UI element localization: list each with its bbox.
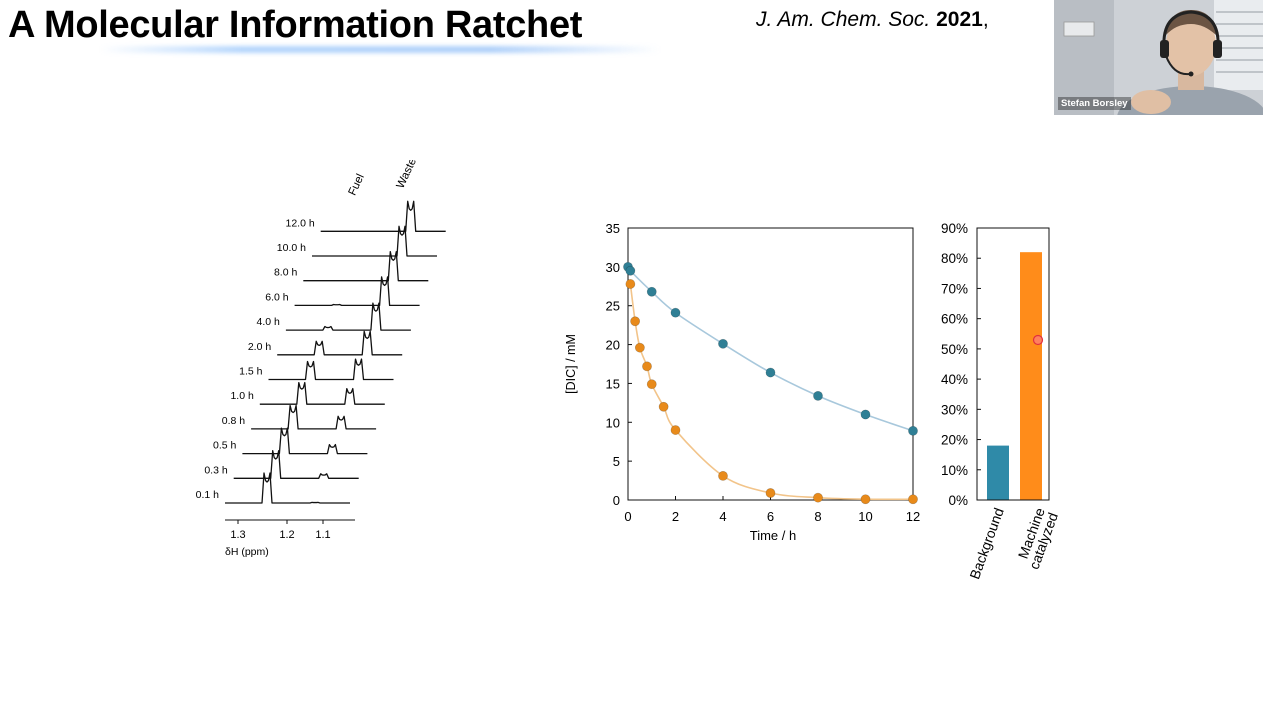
- bar-y-tick-label: 20%: [941, 433, 968, 448]
- slide-title: A Molecular Information Ratchet: [8, 4, 583, 46]
- decay-point-1: [646, 379, 657, 390]
- bar-0: [987, 445, 1009, 500]
- nmr-trace: [268, 358, 394, 381]
- decay-y-tick-label: 30: [606, 260, 620, 275]
- citation-journal: J. Am. Chem. Soc.: [756, 8, 931, 31]
- nmr-trace: [320, 200, 446, 232]
- decay-y-tick-label: 15: [606, 376, 620, 391]
- nmr-trace-label: 8.0 h: [274, 267, 298, 279]
- bar-y-tick-label: 0%: [948, 493, 968, 508]
- nmr-peak-label-fuel: Fuel: [347, 172, 367, 197]
- decay-point-0: [908, 425, 918, 436]
- decay-y-tick-label: 20: [606, 338, 620, 353]
- nmr-trace-label: 6.0 h: [265, 291, 289, 303]
- decay-x-tick-label: 4: [719, 509, 726, 524]
- bar-y-tick-label: 10%: [941, 463, 968, 478]
- decay-y-axis-label: [DIC] / mM: [564, 334, 578, 394]
- decay-point-1: [642, 361, 652, 372]
- decay-fit-line-0: [627, 266, 914, 432]
- bar-y-tick-label: 30%: [941, 402, 968, 417]
- decay-x-tick-label: 0: [624, 509, 631, 524]
- decay-point-1: [813, 492, 823, 503]
- decay-point-0: [625, 265, 636, 276]
- nmr-trace-label: 4.0 h: [257, 316, 281, 328]
- nmr-trace: [259, 381, 385, 405]
- nmr-x-axis-label: δH (ppm): [225, 546, 269, 558]
- nmr-trace-label: 2.0 h: [248, 341, 272, 353]
- decay-point-0: [860, 409, 871, 420]
- nmr-trace: [225, 472, 350, 504]
- citation-trailing: ,: [982, 8, 989, 31]
- dic-decay-chart: 0 5 10 15 20 25 30 35 0 2 4 6 8 10 12 Time / h [DIC] / m…: [564, 221, 920, 543]
- webcam-participant-name: Stefan Borsley: [1058, 97, 1131, 110]
- nmr-trace: [242, 427, 368, 455]
- decay-x-tick-label: 2: [672, 509, 679, 524]
- bar-y-tick-label: 50%: [941, 342, 968, 357]
- bar-plot-frame: [976, 227, 1050, 501]
- bar-1: [1020, 252, 1042, 500]
- nmr-x-tick-label: 1.3: [230, 529, 245, 541]
- catalysis-bar-chart: 0% 10% 20% 30% 40% 50% 60% 70% 80% 90% Background M…: [941, 221, 1061, 582]
- decay-point-1: [625, 279, 636, 289]
- title-underline-decoration: [100, 46, 660, 53]
- decay-x-tick-label: 10: [858, 509, 872, 524]
- nmr-peak-label-waste: Waste: [395, 160, 419, 191]
- bar-category-label-1: Machinecatalyzed: [1013, 505, 1061, 571]
- nmr-trace: [251, 404, 377, 430]
- decay-x-tick-label: 12: [906, 509, 920, 524]
- nmr-trace-label: 0.8 h: [222, 415, 246, 427]
- nmr-trace-label: 1.5 h: [239, 366, 263, 378]
- decay-point-1: [630, 316, 641, 327]
- nmr-stacked-spectra: 0.1 h 0.3 h 0.5 h 0.8 h 1.0 h 1.5 h 2.0 h 4.0 h…: [196, 160, 446, 558]
- nmr-trace-label: 1.0 h: [230, 390, 254, 402]
- nmr-trace-label: 12.0 h: [285, 217, 314, 229]
- nmr-trace: [303, 250, 429, 282]
- decay-x-axis-label: Time / h: [750, 528, 796, 543]
- nmr-trace: [285, 302, 411, 331]
- decay-y-tick-label: 10: [606, 415, 620, 430]
- decay-point-0: [646, 286, 657, 297]
- laser-pointer-icon: [1032, 334, 1044, 346]
- decay-point-1: [718, 471, 728, 481]
- nmr-trace-label: 0.1 h: [196, 489, 220, 501]
- decay-point-1: [670, 425, 681, 435]
- citation-year: 2021: [936, 8, 983, 31]
- nmr-x-tick-label: 1.2: [279, 529, 294, 541]
- bar-y-tick-label: 90%: [941, 221, 968, 236]
- decay-point-0: [670, 307, 681, 318]
- citation: J. Am. Chem. Soc. 2021,: [756, 8, 989, 32]
- nmr-trace: [233, 450, 359, 479]
- decay-point-1: [634, 342, 645, 353]
- decay-point-1: [860, 494, 871, 505]
- decay-point-1: [908, 494, 918, 505]
- bar-y-tick-label: 60%: [941, 312, 968, 327]
- decay-y-tick-label: 0: [613, 493, 620, 508]
- bar-y-tick-label: 40%: [941, 372, 968, 387]
- decay-y-tick-label: 35: [606, 221, 620, 236]
- nmr-trace-label: 0.3 h: [204, 464, 228, 476]
- decay-x-tick-label: 8: [814, 509, 821, 524]
- decay-point-1: [658, 401, 669, 412]
- decay-plot-frame: [627, 227, 914, 501]
- bar-y-tick-label: 80%: [941, 251, 968, 266]
- bar-category-label-0: Background: [966, 506, 1007, 582]
- decay-point-1: [765, 488, 776, 498]
- decay-y-tick-label: 25: [606, 299, 620, 314]
- nmr-trace: [312, 225, 437, 257]
- nmr-trace-label: 0.5 h: [213, 440, 237, 452]
- bar-category-label-line: Background: [966, 506, 1007, 582]
- webcam-video-tile[interactable]: Stefan Borsley: [1054, 0, 1263, 115]
- nmr-x-tick-label: 1.1: [315, 529, 330, 541]
- decay-x-tick-label: 6: [767, 509, 774, 524]
- webcam-scene: [1054, 0, 1263, 115]
- nmr-trace: [277, 330, 403, 356]
- bar-y-tick-label: 70%: [941, 281, 968, 296]
- decay-point-0: [765, 367, 776, 378]
- decay-point-0: [813, 390, 823, 401]
- decay-point-0: [718, 338, 728, 349]
- decay-y-tick-label: 5: [613, 454, 620, 469]
- nmr-trace-label: 10.0 h: [277, 242, 306, 254]
